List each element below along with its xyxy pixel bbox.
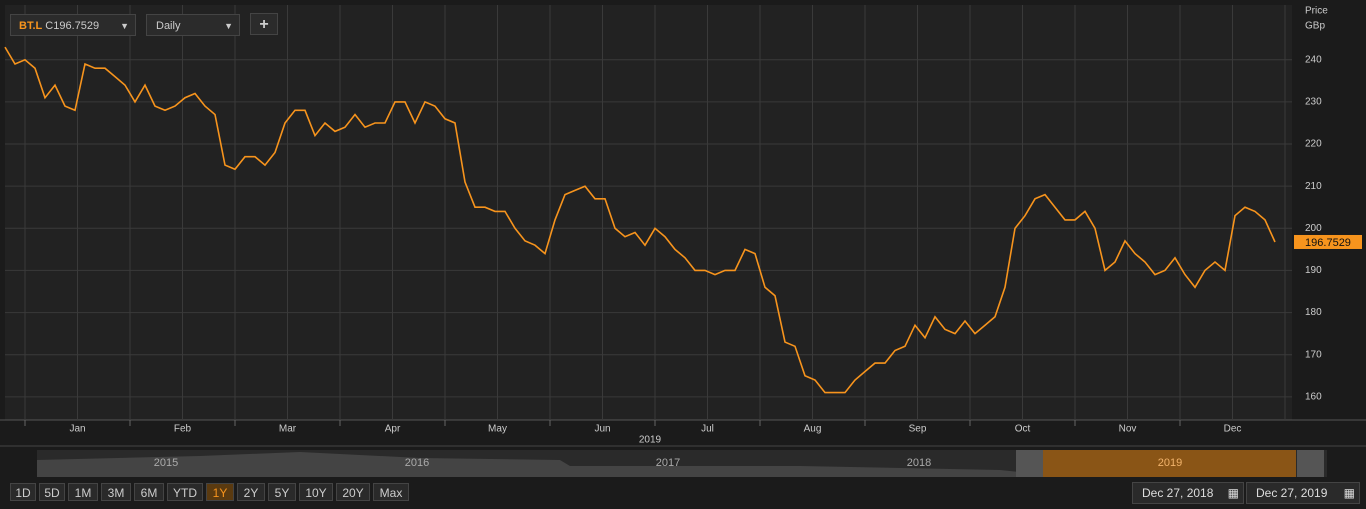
y-tick-label: 190 — [1305, 265, 1322, 276]
symbol: BT.L — [19, 20, 43, 32]
range-button[interactable]: 5Y — [268, 483, 296, 501]
range-button[interactable]: 1M — [68, 483, 98, 501]
y-axis-label: Price — [1305, 6, 1328, 17]
symbol-select[interactable]: BT.L C196.7529 ▼ — [10, 14, 136, 36]
navigator-year: 2017 — [656, 457, 680, 469]
range-button[interactable]: 5D — [39, 483, 65, 501]
navigator-year: 2018 — [907, 457, 931, 469]
interval: Daily — [156, 20, 181, 32]
range-button[interactable]: 3M — [101, 483, 131, 501]
range-button[interactable]: Max — [373, 483, 409, 501]
add-button[interactable]: + — [250, 13, 278, 35]
x-tick-label: Mar — [279, 424, 297, 435]
dropdown-arrow: ▼ — [224, 21, 233, 31]
range-button[interactable]: 20Y — [336, 483, 370, 501]
date-text: Dec 27, 2018 — [1142, 486, 1214, 500]
x-tick-label: Jul — [701, 424, 714, 435]
navigator-year: 2016 — [405, 457, 429, 469]
y-tick-label: 240 — [1305, 54, 1322, 65]
close-prefix: C — [45, 20, 54, 32]
date-text: Dec 27, 2019 — [1256, 486, 1328, 500]
x-tick-label: Jun — [594, 424, 610, 435]
range-button[interactable]: 10Y — [299, 483, 333, 501]
x-tick-label: Aug — [804, 424, 822, 435]
y-tick-label: 170 — [1305, 349, 1322, 360]
last-price-label: 196.7529 — [1305, 237, 1351, 249]
interval-select[interactable]: Daily ▼ — [146, 14, 240, 36]
date-to[interactable]: Dec 27, 2019 ▦ — [1246, 482, 1360, 504]
y-tick-label: 160 — [1305, 391, 1322, 402]
x-tick-label: Dec — [1224, 424, 1242, 435]
calendar-icon: ▦ — [1227, 486, 1239, 500]
close-value: 196.7529 — [53, 20, 100, 32]
dropdown-arrow: ▼ — [120, 21, 129, 31]
x-tick-label: Oct — [1015, 424, 1031, 435]
navigator-selection[interactable] — [1043, 450, 1296, 477]
y-tick-label: 180 — [1305, 307, 1322, 318]
navigator-year: 2015 — [154, 457, 178, 469]
y-tick-label: 200 — [1305, 223, 1322, 234]
date-from[interactable]: Dec 27, 2018 ▦ — [1132, 482, 1244, 504]
navigator-handle[interactable] — [1016, 450, 1043, 477]
x-tick-label: May — [488, 424, 507, 435]
x-tick-label: Sep — [909, 424, 927, 435]
y-tick-label: 220 — [1305, 139, 1322, 150]
x-tick-label: Apr — [385, 424, 401, 435]
x-tick-label: Feb — [174, 424, 192, 435]
last-price-tag — [1294, 234, 1362, 249]
y-tick-label: 210 — [1305, 181, 1322, 192]
year-label: 2019 — [639, 435, 662, 446]
price-line — [4, 46, 1276, 394]
x-tick-label: Nov — [1119, 424, 1137, 435]
calendar-icon: ▦ — [1343, 486, 1355, 500]
navigator-handle[interactable] — [1297, 450, 1324, 477]
range-button[interactable]: 2Y — [237, 483, 265, 501]
range-button[interactable]: 1D — [10, 483, 36, 501]
range-button[interactable]: 1Y — [206, 483, 234, 501]
y-axis-unit: GBp — [1305, 21, 1325, 32]
plot-area — [5, 5, 1292, 420]
range-button[interactable]: 6M — [134, 483, 164, 501]
navigator-history — [37, 452, 1295, 477]
x-tick-label: Jan — [69, 424, 85, 435]
navigator-year: 2019 — [1158, 457, 1182, 469]
y-tick-label: 230 — [1305, 97, 1322, 108]
range-button[interactable]: YTD — [167, 483, 203, 501]
